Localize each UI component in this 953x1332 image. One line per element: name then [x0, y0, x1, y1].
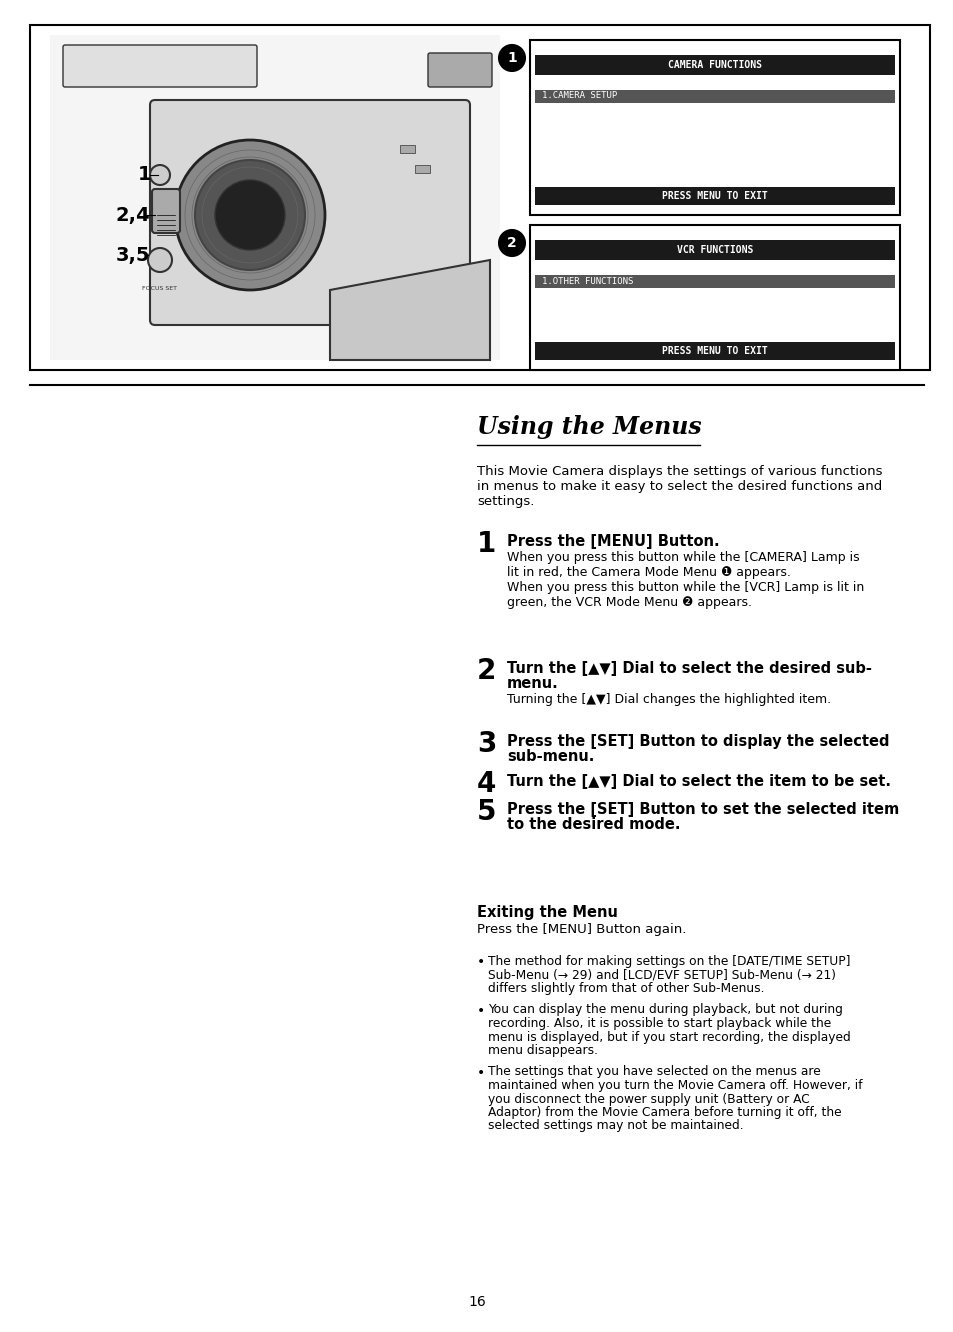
Circle shape: [148, 248, 172, 272]
Text: PRESS MENU TO EXIT: PRESS MENU TO EXIT: [661, 346, 767, 356]
Text: menu.: menu.: [506, 677, 558, 691]
Text: Press the [SET] Button to set the selected item: Press the [SET] Button to set the select…: [506, 802, 899, 817]
Text: FOCUS SET: FOCUS SET: [142, 286, 177, 290]
Text: you disconnect the power supply unit (Battery or AC: you disconnect the power supply unit (Ba…: [488, 1092, 809, 1106]
Circle shape: [214, 180, 285, 250]
Text: 4: 4: [476, 770, 496, 798]
Text: 2: 2: [476, 657, 496, 685]
Text: CAMERA FUNCTIONS: CAMERA FUNCTIONS: [667, 60, 761, 71]
Bar: [535, 274, 894, 288]
Text: When you press this button while the [CAMERA] Lamp is
lit in red, the Camera Mod: When you press this button while the [CA…: [506, 551, 863, 609]
Bar: [535, 342, 894, 360]
Text: recording. Also, it is possible to start playback while the: recording. Also, it is possible to start…: [488, 1018, 830, 1030]
Text: Using the Menus: Using the Menus: [476, 416, 700, 440]
Bar: [535, 55, 894, 75]
Text: 3.TITLE SETUP: 3.TITLE SETUP: [541, 124, 611, 132]
Text: 1: 1: [476, 530, 496, 558]
Text: 3: 3: [476, 730, 496, 758]
Text: 5.OTHER FUNCTIONS: 5.OTHER FUNCTIONS: [541, 156, 633, 164]
Text: differs slightly from that of other Sub-Menus.: differs slightly from that of other Sub-…: [488, 982, 763, 995]
Bar: [30, 25, 929, 370]
Text: 2: 2: [507, 236, 517, 250]
Text: The settings that you have selected on the menus are: The settings that you have selected on t…: [488, 1066, 820, 1079]
Text: selected settings may not be maintained.: selected settings may not be maintained.: [488, 1119, 742, 1132]
Text: Press the [SET] Button to display the selected: Press the [SET] Button to display the se…: [506, 734, 888, 749]
Text: 1: 1: [138, 165, 152, 185]
Text: PRESS MENU TO EXIT: PRESS MENU TO EXIT: [661, 190, 767, 201]
Text: •: •: [476, 1066, 485, 1079]
Circle shape: [498, 45, 524, 71]
Text: to the desired mode.: to the desired mode.: [506, 817, 679, 832]
Text: You can display the menu during playback, but not during: You can display the menu during playback…: [488, 1003, 842, 1016]
FancyBboxPatch shape: [150, 100, 470, 325]
Text: 5: 5: [476, 798, 496, 826]
Text: Turn the [▲▼] Dial to select the desired sub-: Turn the [▲▼] Dial to select the desired…: [506, 661, 871, 677]
Text: 2.DIGITAL EFFECT: 2.DIGITAL EFFECT: [541, 108, 627, 116]
Circle shape: [174, 140, 325, 290]
Bar: [535, 91, 894, 103]
FancyBboxPatch shape: [63, 45, 256, 87]
Text: Turning the [▲▼] Dial changes the highlighted item.: Turning the [▲▼] Dial changes the highli…: [506, 693, 830, 706]
Text: 1.CAMERA SETUP: 1.CAMERA SETUP: [541, 92, 617, 100]
Circle shape: [498, 230, 524, 256]
Text: menu disappears.: menu disappears.: [488, 1044, 598, 1058]
Text: Turn the [▲▼] Dial to select the item to be set.: Turn the [▲▼] Dial to select the item to…: [506, 774, 890, 789]
Text: Adaptor) from the Movie Camera before turning it off, the: Adaptor) from the Movie Camera before tu…: [488, 1106, 841, 1119]
Bar: [530, 40, 899, 214]
Text: 2,4: 2,4: [115, 205, 151, 225]
Text: 6.LCD/EVF SETUP: 6.LCD/EVF SETUP: [541, 172, 622, 181]
Text: This Movie Camera displays the settings of various functions
in menus to make it: This Movie Camera displays the settings …: [476, 465, 882, 507]
Text: 1.OTHER FUNCTIONS: 1.OTHER FUNCTIONS: [541, 277, 633, 285]
Bar: [399, 145, 415, 153]
Circle shape: [150, 165, 170, 185]
Text: 4.DATE/TIME SETUP: 4.DATE/TIME SETUP: [541, 140, 633, 148]
Text: •: •: [476, 1003, 485, 1018]
Text: menu is displayed, but if you start recording, the displayed: menu is displayed, but if you start reco…: [488, 1031, 850, 1043]
Circle shape: [194, 160, 305, 270]
Text: Sub-Menu (→ 29) and [LCD/EVF SETUP] Sub-Menu (→ 21): Sub-Menu (→ 29) and [LCD/EVF SETUP] Sub-…: [488, 968, 835, 982]
Text: 1: 1: [507, 51, 517, 65]
Text: maintained when you turn the Movie Camera off. However, if: maintained when you turn the Movie Camer…: [488, 1079, 862, 1092]
Text: 2.LCD/EVF SETUP: 2.LCD/EVF SETUP: [541, 293, 622, 301]
Bar: [535, 240, 894, 260]
FancyBboxPatch shape: [152, 189, 180, 233]
Text: 16: 16: [468, 1295, 485, 1309]
FancyBboxPatch shape: [428, 53, 492, 87]
Text: sub-menu.: sub-menu.: [506, 749, 594, 765]
Text: Exiting the Menu: Exiting the Menu: [476, 904, 618, 920]
Text: Press the [MENU] Button.: Press the [MENU] Button.: [506, 534, 719, 549]
Text: 3,5: 3,5: [115, 245, 150, 265]
Bar: [50, 35, 499, 360]
Text: Press the [MENU] Button again.: Press the [MENU] Button again.: [476, 923, 685, 936]
Bar: [530, 225, 899, 370]
Text: VCR FUNCTIONS: VCR FUNCTIONS: [676, 245, 753, 254]
Polygon shape: [330, 260, 490, 360]
Text: The method for making settings on the [DATE/TIME SETUP]: The method for making settings on the [D…: [488, 955, 850, 968]
Text: •: •: [476, 955, 485, 968]
Bar: [415, 165, 430, 173]
Bar: [535, 186, 894, 205]
